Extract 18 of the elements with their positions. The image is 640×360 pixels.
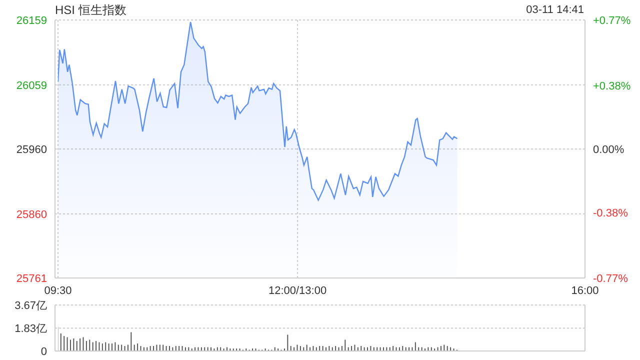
x-tick-label: 12:00/13:00 [268,284,327,297]
y-tick-label: 25860 [16,208,47,221]
y-tick-label: 3.67亿 [14,300,47,312]
y2-tick-label: -0.38% [593,208,628,220]
x-tick-label: 09:30 [44,284,72,297]
y-tick-label: 25960 [16,144,47,156]
x-tick-label: 16:00 [571,284,599,297]
chart-title: HSI 恒生指数 [55,2,126,19]
text: 03-11 14:41 [526,4,584,16]
y-tick-label: 1.83亿 [14,323,47,336]
y-tick-label: 26059 [16,80,47,92]
y2-tick-label: +0.38% [593,80,631,92]
y-tick-label: 26159 [16,15,47,27]
y2-tick-label: +0.77% [593,15,631,27]
y2-tick-label: -0.77% [593,273,628,285]
y-tick-label: 0 [40,346,47,358]
y2-tick-label: 0.00% [593,144,624,156]
y-tick-label: 25761 [16,273,47,285]
